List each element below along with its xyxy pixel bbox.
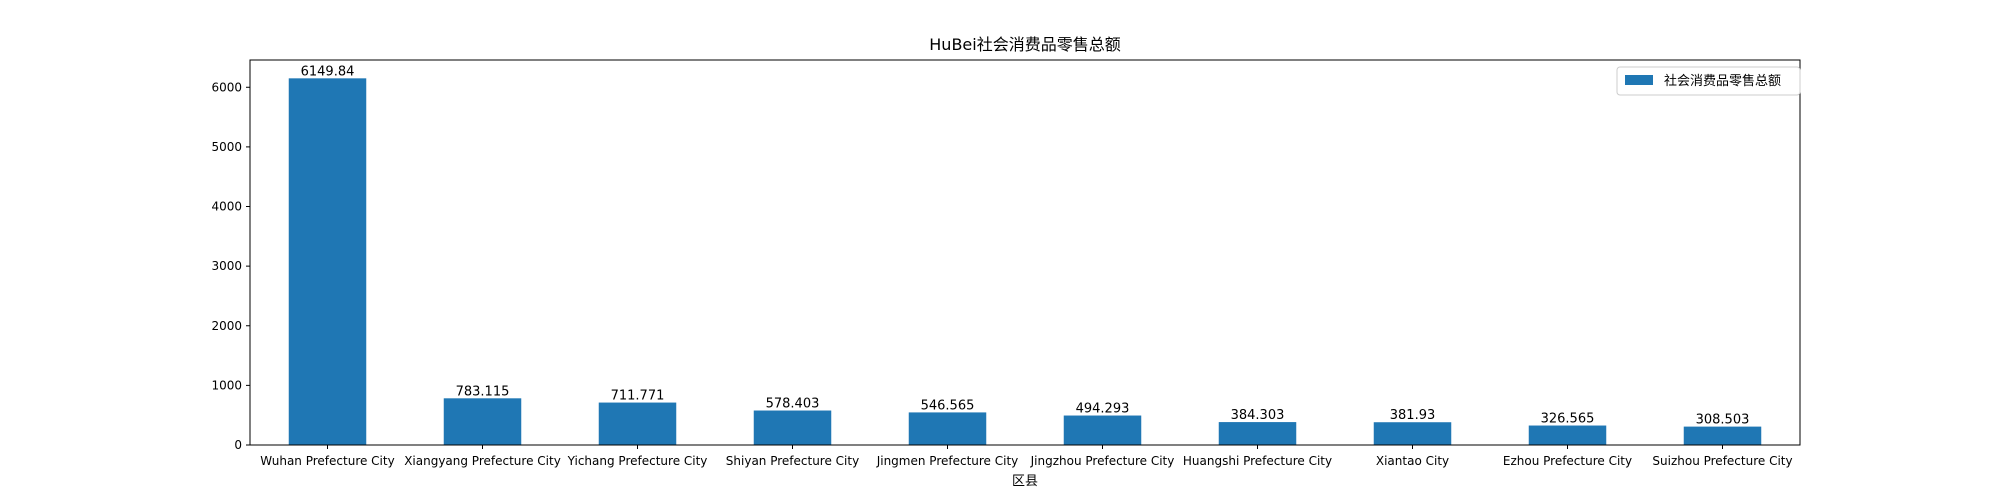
bar-value-label: 326.565	[1541, 412, 1595, 427]
y-tick-label: 5000	[211, 140, 242, 154]
x-tick-label: Xiangyang Prefecture City	[404, 454, 561, 468]
bar-value-label: 6149.84	[301, 64, 355, 79]
y-tick-label: 3000	[211, 259, 242, 273]
bar-value-label: 381.93	[1390, 408, 1436, 423]
bar-value-label: 783.115	[456, 384, 510, 399]
bar	[598, 402, 677, 445]
chart-title: HuBei社会消费品零售总额	[929, 35, 1120, 54]
legend-box	[1616, 66, 1801, 96]
bar-value-label: 578.403	[766, 397, 820, 412]
x-tick-label: Huangshi Prefecture City	[1183, 454, 1332, 468]
x-tick-label: Ezhou Prefecture City	[1503, 454, 1632, 468]
bar	[288, 78, 367, 445]
bar	[1373, 422, 1452, 445]
x-tick-label: Jingmen Prefecture City	[876, 454, 1019, 468]
y-tick-label: 4000	[211, 200, 242, 214]
x-axis-label: 区县	[1012, 474, 1038, 489]
bar-value-label: 546.565	[921, 398, 975, 413]
x-tick-label: Xiantao City	[1376, 454, 1449, 468]
y-tick-label: 0	[234, 438, 242, 452]
x-tick-label: Yichang Prefecture City	[567, 454, 708, 468]
legend: 社会消费品零售总额	[1616, 66, 1801, 96]
x-tick-label: Shiyan Prefecture City	[726, 454, 859, 468]
y-tick-label: 1000	[211, 378, 242, 392]
bar	[443, 398, 522, 445]
y-axis: 0 1000 2000 3000 4000 5000 6000	[211, 80, 250, 452]
x-tick-label: Jingzhou Prefecture City	[1030, 454, 1175, 468]
x-tick-label: Wuhan Prefecture City	[260, 454, 394, 468]
bar	[753, 410, 832, 445]
bars-group	[288, 78, 1762, 445]
y-tick-label: 2000	[211, 319, 242, 333]
bar-value-label: 494.293	[1076, 402, 1130, 417]
bar	[1528, 425, 1607, 445]
bar	[1063, 415, 1142, 445]
bar-value-label: 384.303	[1231, 408, 1285, 423]
legend-label: 社会消费品零售总额	[1664, 73, 1781, 89]
x-axis: Wuhan Prefecture City Xiangyang Prefectur…	[260, 445, 1793, 468]
bar	[908, 412, 987, 445]
bar	[1218, 422, 1297, 445]
y-tick-label: 6000	[211, 80, 242, 94]
plot-frame	[249, 59, 1801, 446]
bar	[1683, 426, 1762, 445]
x-tick-label: Suizhou Prefecture City	[1652, 454, 1792, 468]
bar-value-label: 711.771	[611, 389, 665, 404]
bar-value-label: 308.503	[1696, 413, 1750, 428]
bar-labels-group: 6149.84 783.115 711.771 578.403 546.565 494.2…	[301, 64, 1750, 427]
legend-swatch	[1625, 75, 1653, 85]
